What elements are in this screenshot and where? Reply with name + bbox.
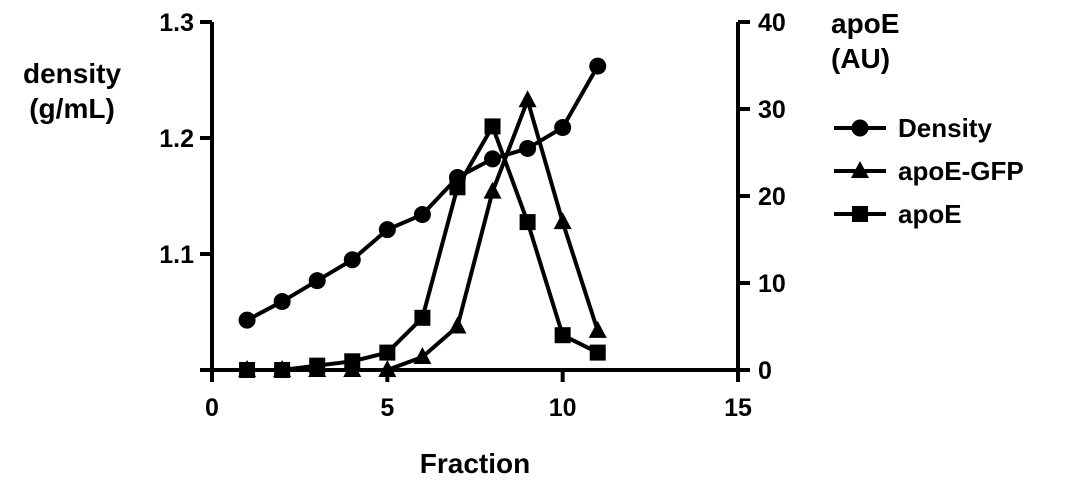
data-point-apoe-gfp — [553, 212, 572, 230]
y-right-tick-label: 10 — [758, 270, 786, 298]
series-apoe — [239, 118, 606, 378]
axes: 0 5 10 15 1.1 1.2 1.3 0 10 20 30 40 Fraction density (… — [23, 8, 899, 479]
data-point-apoe-gfp — [378, 360, 397, 377]
x-tick-label: 0 — [205, 394, 219, 422]
data-point-apoe-gfp — [413, 346, 432, 364]
y-right-tick-label: 0 — [758, 357, 772, 385]
y-left-tick-label: 1.1 — [159, 241, 194, 269]
legend-marker-apoe — [852, 206, 868, 222]
series-density — [238, 57, 607, 329]
data-point-apoe — [484, 118, 501, 135]
x-tick-label: 15 — [724, 394, 752, 422]
data-point-apoe — [414, 309, 431, 326]
x-tick-label: 5 — [380, 394, 394, 422]
data-point-apoe — [379, 344, 396, 361]
legend-item-density: Density — [834, 113, 992, 143]
data-point-apoe — [239, 362, 256, 378]
data-point-density — [554, 119, 572, 137]
data-point-density — [484, 150, 502, 168]
data-point-apoe — [519, 214, 536, 231]
legend: Density apoE-GFP apoE — [834, 113, 1024, 229]
x-tick-label: 10 — [549, 394, 577, 422]
data-point-density — [378, 221, 396, 239]
data-point-apoe — [309, 357, 326, 374]
legend-label: Density — [898, 113, 992, 143]
y-right-tick-label: 40 — [758, 9, 786, 37]
data-point-density — [413, 206, 431, 224]
data-point-density — [343, 251, 361, 269]
legend-item-apoe: apoE — [834, 199, 962, 229]
legend-marker-density — [851, 119, 869, 137]
data-point-apoe — [344, 353, 361, 370]
legend-label: apoE — [898, 199, 962, 229]
data-point-density — [238, 311, 256, 329]
data-point-apoe-gfp — [518, 90, 537, 108]
y-right-axis-title: apoE — [831, 8, 899, 39]
data-point-density — [273, 293, 291, 311]
series-layer — [238, 57, 607, 378]
y-right-tick-label: 20 — [758, 183, 786, 211]
legend-label: apoE-GFP — [898, 156, 1024, 186]
y-left-axis-title: (g/mL) — [29, 93, 115, 124]
y-left-axis-title: density — [23, 58, 121, 89]
data-point-apoe-gfp — [588, 320, 607, 338]
data-point-apoe — [274, 362, 291, 378]
data-point-apoe — [554, 327, 571, 344]
data-point-apoe-gfp — [448, 316, 467, 334]
legend-item-apoe-gfp: apoE-GFP — [834, 156, 1024, 186]
series-line-apoe-gfp — [247, 98, 600, 372]
data-point-apoe-gfp — [483, 181, 502, 199]
data-point-apoe — [589, 344, 606, 361]
y-right-axis-title: (AU) — [831, 43, 890, 74]
data-point-density — [589, 57, 607, 75]
data-point-density — [519, 139, 537, 157]
legend-marker-apoe-gfp — [851, 161, 869, 178]
data-point-density — [308, 272, 326, 290]
data-point-apoe — [449, 179, 466, 196]
y-right-tick-label: 30 — [758, 96, 786, 124]
x-axis-title: Fraction — [420, 448, 530, 479]
y-left-tick-label: 1.2 — [159, 125, 194, 153]
y-left-tick-label: 1.3 — [159, 9, 194, 37]
